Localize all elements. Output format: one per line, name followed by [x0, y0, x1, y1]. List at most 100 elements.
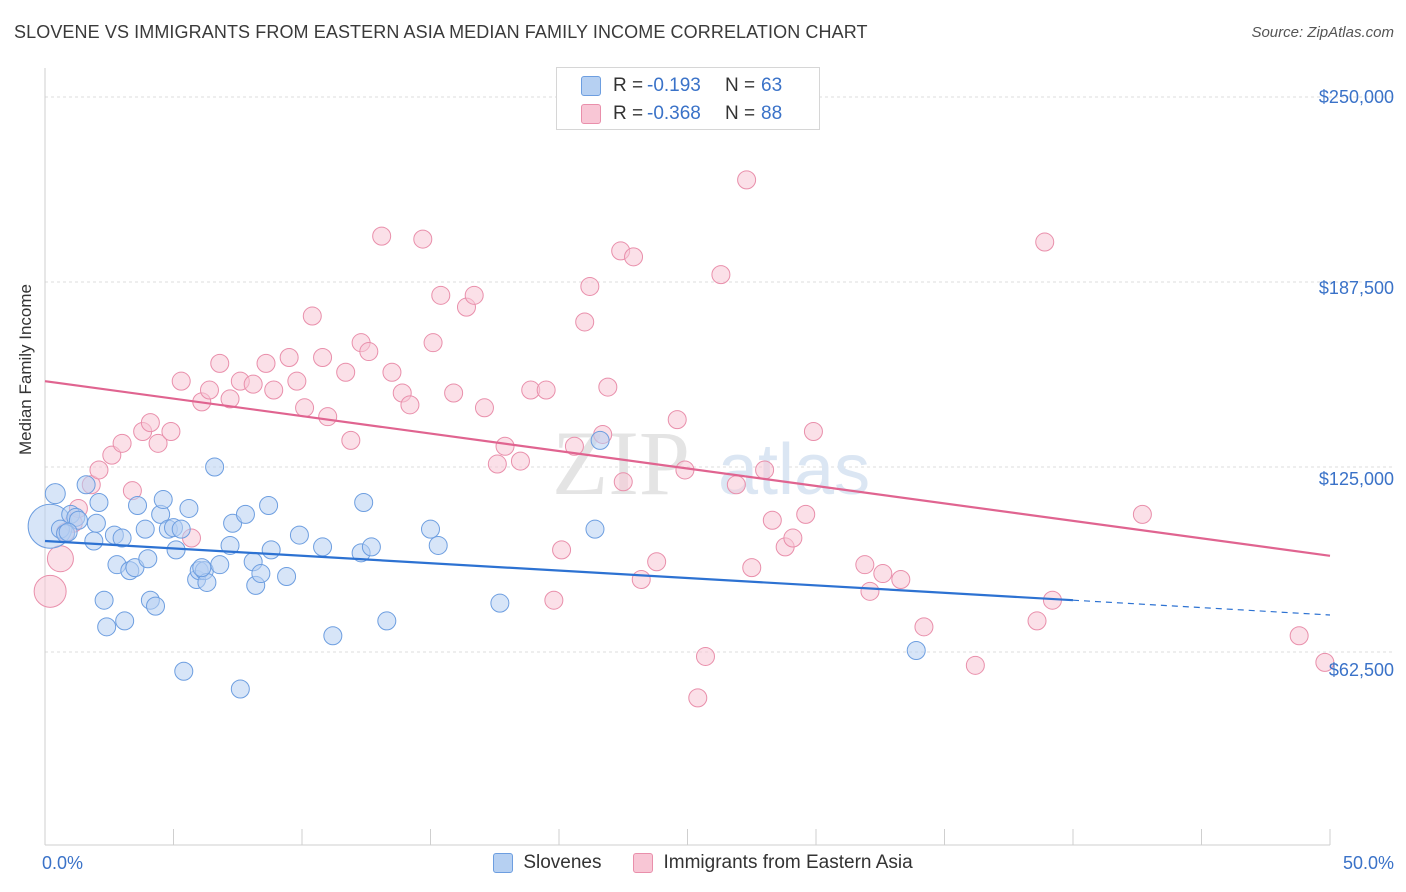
data-point-slovenes — [377, 611, 397, 631]
data-point-slovenes — [277, 567, 297, 587]
trend-line-immigrants — [44, 380, 1331, 557]
stats-legend: R = -0.193 N = 63 R = -0.368 N = 88 — [556, 67, 820, 130]
data-point-immigrants — [148, 433, 168, 453]
data-point-immigrants — [726, 475, 746, 495]
data-point-immigrants — [552, 540, 572, 560]
data-point-slovenes — [135, 519, 155, 539]
y-tick-label: $125,000 — [1318, 469, 1394, 489]
data-point-slovenes — [97, 617, 117, 637]
data-point-immigrants — [965, 655, 985, 675]
data-point-immigrants — [400, 395, 420, 415]
data-point-immigrants — [287, 371, 307, 391]
data-point-immigrants — [140, 413, 160, 433]
data-point-immigrants — [510, 451, 530, 471]
data-point-immigrants — [431, 285, 451, 305]
data-point-slovenes — [153, 490, 173, 510]
data-point-immigrants — [598, 377, 618, 397]
data-point-immigrants — [647, 552, 667, 572]
data-point-slovenes — [251, 564, 271, 584]
data-point-immigrants — [302, 306, 322, 326]
data-point-slovenes — [94, 590, 114, 610]
data-point-immigrants — [382, 362, 402, 382]
data-point-immigrants — [711, 265, 731, 285]
data-point-slovenes — [171, 519, 191, 539]
data-point-immigrants — [243, 374, 263, 394]
series-legend: Slovenes Immigrants from Eastern Asia — [0, 852, 1406, 874]
data-point-slovenes — [76, 475, 96, 495]
data-point-slovenes — [230, 679, 250, 699]
data-point-slovenes — [210, 555, 230, 575]
data-point-immigrants — [220, 389, 240, 409]
watermark: ZIP atlas — [552, 412, 870, 514]
trend-lines — [44, 380, 1331, 616]
data-point-immigrants — [564, 436, 584, 456]
data-point-slovenes — [174, 661, 194, 681]
data-point-immigrants — [803, 421, 823, 441]
data-point-immigrants — [695, 646, 715, 666]
data-point-immigrants — [372, 226, 392, 246]
data-point-immigrants — [1132, 504, 1152, 524]
y-axis-label: Median Family Income — [16, 283, 35, 455]
data-point-slovenes — [138, 549, 158, 569]
r-value: -0.193 — [647, 75, 701, 96]
data-point-slovenes — [86, 513, 106, 533]
n-label: N = — [725, 75, 756, 96]
data-point-immigrants — [667, 410, 687, 430]
data-point-immigrants — [1289, 626, 1309, 646]
data-point-immigrants — [575, 312, 595, 332]
data-point-immigrants — [742, 558, 762, 578]
n-value: 63 — [761, 75, 783, 96]
trend-line-slovenes — [44, 539, 1074, 602]
data-point-immigrants — [860, 581, 880, 601]
y-tick-label: $187,500 — [1318, 278, 1394, 298]
data-point-immigrants — [783, 528, 803, 548]
data-point-immigrants — [112, 433, 132, 453]
data-point-immigrants — [737, 170, 757, 190]
data-point-slovenes — [89, 493, 109, 513]
data-point-slovenes — [235, 504, 255, 524]
data-point-immigrants — [413, 229, 433, 249]
data-point-immigrants — [341, 430, 361, 450]
data-point-immigrants — [580, 276, 600, 296]
r-label: R = — [613, 103, 644, 124]
legend-swatch-blue — [581, 76, 601, 96]
data-point-immigrants — [444, 383, 464, 403]
data-point-immigrants — [796, 504, 816, 524]
data-point-slovenes — [421, 519, 440, 539]
data-point-slovenes — [361, 537, 381, 557]
x-tick-label-max: 50.0% — [1342, 853, 1394, 873]
data-point-immigrants — [464, 285, 484, 305]
data-point-immigrants — [474, 398, 494, 418]
legend-row-slovenes: R = -0.193 N = 63 — [581, 72, 782, 100]
n-label: N = — [725, 103, 756, 124]
data-point-slovenes — [44, 483, 66, 505]
data-point-slovenes — [354, 493, 374, 513]
data-point-slovenes — [115, 611, 135, 631]
y-tick-label: $250,000 — [1318, 87, 1394, 107]
data-point-slovenes — [289, 525, 309, 545]
data-point-immigrants — [1035, 232, 1055, 252]
data-point-immigrants — [613, 472, 633, 492]
legend-swatch-pink — [581, 104, 601, 124]
data-point-immigrants — [423, 333, 443, 353]
chart-title: SLOVENE VS IMMIGRANTS FROM EASTERN ASIA … — [14, 22, 868, 42]
data-point-immigrants — [210, 353, 230, 373]
series-slovenes — [27, 430, 926, 699]
data-point-immigrants — [688, 688, 708, 708]
trend-line-slovenes-extension — [1072, 599, 1331, 616]
data-point-immigrants — [755, 460, 775, 480]
data-point-slovenes — [585, 519, 605, 539]
legend-swatch-pink — [633, 853, 654, 873]
data-point-immigrants — [891, 569, 911, 589]
data-point-immigrants — [256, 353, 276, 373]
data-point-immigrants — [336, 362, 356, 382]
data-point-slovenes — [179, 498, 199, 518]
data-point-immigrants — [318, 407, 338, 427]
r-value: -0.368 — [647, 103, 701, 124]
data-point-immigrants — [89, 460, 109, 480]
data-point-immigrants — [762, 510, 782, 530]
data-point-slovenes — [428, 535, 448, 555]
data-point-immigrants — [279, 347, 299, 367]
data-point-immigrants — [33, 574, 67, 608]
